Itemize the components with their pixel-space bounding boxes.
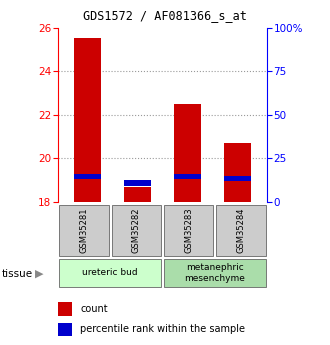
Bar xyxy=(174,104,201,202)
Bar xyxy=(164,259,266,287)
Text: metanephric
mesenchyme: metanephric mesenchyme xyxy=(184,263,245,283)
Text: GSM35283: GSM35283 xyxy=(184,207,193,253)
Bar xyxy=(164,205,213,256)
Bar xyxy=(59,205,109,256)
Bar xyxy=(112,205,161,256)
Text: count: count xyxy=(80,304,108,314)
Text: ▶: ▶ xyxy=(35,269,43,278)
Bar xyxy=(224,176,251,181)
Bar xyxy=(124,187,151,202)
Bar xyxy=(74,174,101,179)
Text: GDS1572 / AF081366_s_at: GDS1572 / AF081366_s_at xyxy=(83,9,247,22)
Text: GSM35281: GSM35281 xyxy=(80,208,88,253)
Bar xyxy=(216,205,266,256)
Bar xyxy=(174,174,201,179)
Text: GSM35282: GSM35282 xyxy=(132,208,141,253)
Bar xyxy=(58,323,72,336)
Bar xyxy=(74,39,101,202)
Text: GSM35284: GSM35284 xyxy=(237,208,246,253)
Bar xyxy=(58,302,72,316)
Bar xyxy=(224,143,251,202)
Text: ureteric bud: ureteric bud xyxy=(82,268,138,277)
Bar xyxy=(59,259,161,287)
Text: percentile rank within the sample: percentile rank within the sample xyxy=(80,324,245,334)
Text: tissue: tissue xyxy=(2,269,33,278)
Bar xyxy=(124,180,151,186)
